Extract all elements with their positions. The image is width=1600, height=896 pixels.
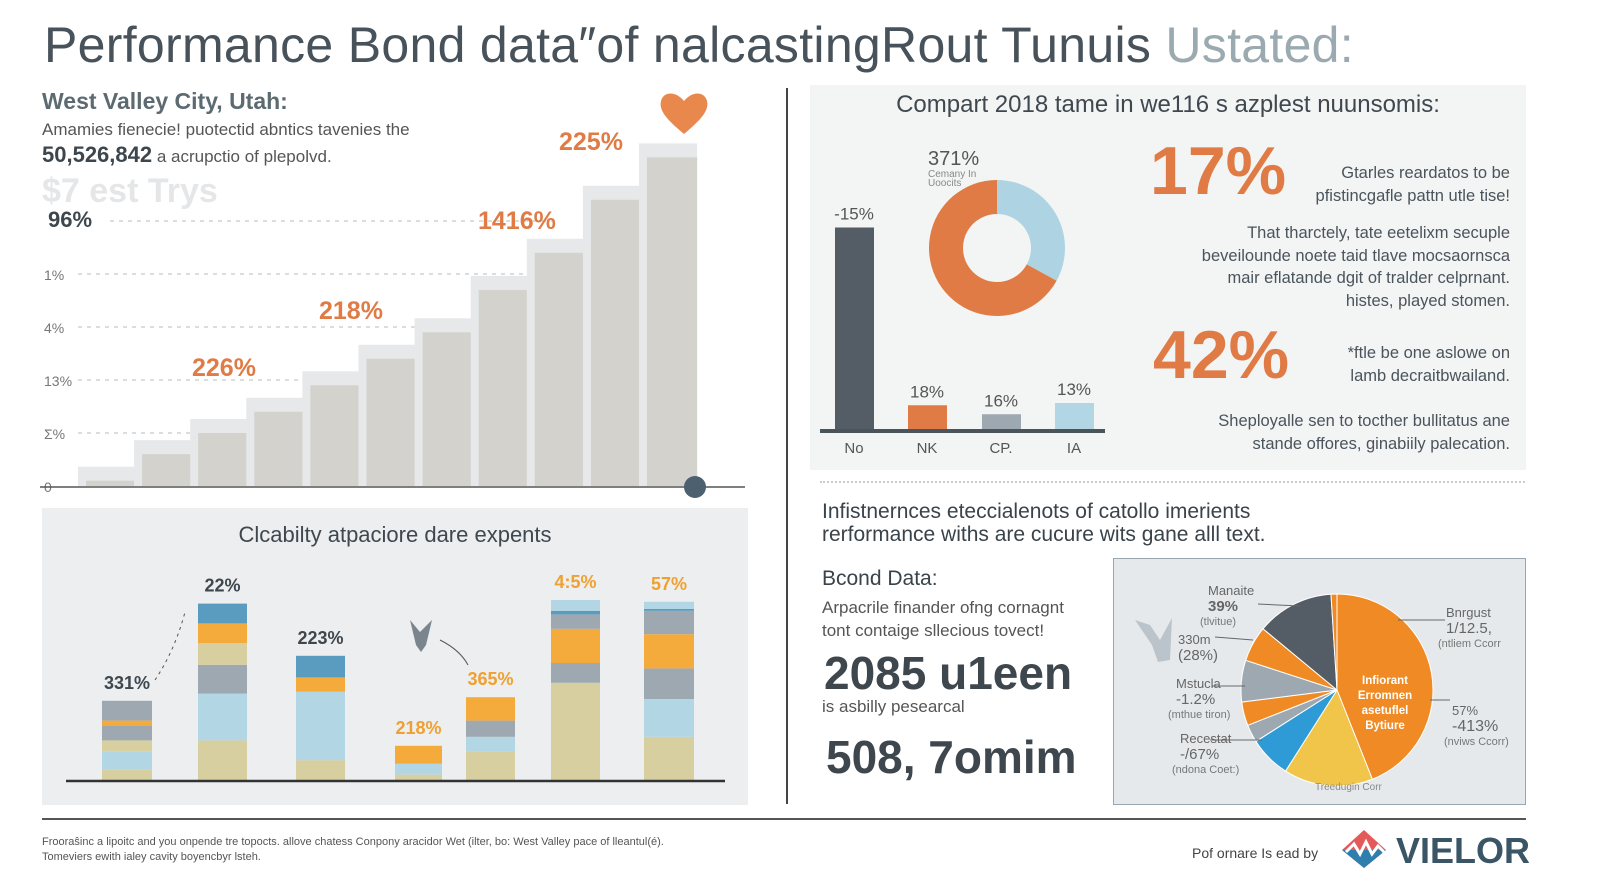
stacked-chart-title: Clcabilty atpaciore dare expents <box>238 522 552 547</box>
big-number-1-caption: is asbilly pesearcal <box>822 697 965 716</box>
pie-center-line: asetuflel <box>1361 705 1409 717</box>
callout-title: Bnrgust <box>1446 605 1491 620</box>
callout-note: (tlvitue) <box>1200 616 1237 628</box>
step-bar <box>422 332 473 486</box>
donut-label: 371% <box>928 148 980 170</box>
step-desc-2: 50,526,842 a acrupctio of plepolvd. <box>42 142 332 167</box>
page-title: Performance Bond data″of nalcastingRout … <box>44 17 1354 73</box>
stat-description: Sheployalle sen to tocther bullitatus an… <box>1218 410 1510 455</box>
y-tick-label: 4% <box>44 320 64 336</box>
footer-text: Frooraŝinc a lipoitc and you onpende tre… <box>42 836 664 863</box>
big-number-2: 508, 7omim <box>826 731 1077 783</box>
y-tick-label: 13% <box>44 373 72 389</box>
step-bar <box>366 358 417 486</box>
brand-logo-icon <box>1340 828 1388 870</box>
step-bar <box>86 480 137 486</box>
y-tick-label: 96% <box>48 207 92 232</box>
stat-description: *ftle be one aslowe on lamb decraitbwaila… <box>1348 342 1510 387</box>
stacked-chart-panel: Clcabilty atpaciore dare expents <box>42 508 748 805</box>
bond-desc: Arpacrile finander ofng cornagnt tont con… <box>822 598 1064 640</box>
stat-value: 17% <box>1150 133 1287 209</box>
callout-note: (ntliem Ccorr <box>1438 638 1501 650</box>
step-chart: 0Σ%13%4%1%96%226%218%1416%225% <box>40 128 745 498</box>
axis-end-marker <box>684 476 706 498</box>
heart-icon <box>655 86 713 142</box>
stat-line: pfistincgafle pattn utle tise! <box>1315 186 1510 205</box>
callout-title: Recestat <box>1180 731 1232 746</box>
vertical-divider <box>786 88 788 804</box>
callout-title: Manaite <box>1208 583 1255 598</box>
stat-line: That tharctely, tate eetelixm secuple <box>1247 224 1510 242</box>
step-bar <box>590 199 641 487</box>
step-chart-panel: 0 Σ% 13% 4% 1% 96% 226% 218% 1416% 225% West Vall… <box>0 0 780 500</box>
stat-line: stande offores, ginabiily palecation. <box>1252 434 1510 453</box>
step-bar <box>534 252 585 486</box>
callout-value: 39% <box>1208 598 1239 615</box>
stat-line: *ftle be one aslowe on <box>1347 344 1510 362</box>
callout-title: 330m <box>1178 632 1211 647</box>
stat-line: lamb decraitbwailand. <box>1350 366 1510 385</box>
step-heading: West Valley City, Utah: <box>42 88 288 114</box>
pie-center-label: Infiorant Erromnen asetuflel Bytiure <box>1350 674 1420 734</box>
callout-value: -1.2% <box>1176 691 1216 708</box>
y-tick-label: Σ% <box>44 426 65 442</box>
step-annotation: 225% <box>559 128 623 156</box>
callout-title: Mstucla <box>1176 676 1221 691</box>
step-desc: Amamies fienecie! puotectid abntics tave… <box>42 120 410 139</box>
comparison-title: Compart 2018 tame in we116 s azplest nuu… <box>896 91 1440 118</box>
dotted-separator <box>820 481 1525 483</box>
pie-center-line: Bytiure <box>1365 720 1405 732</box>
callout-value: -413% <box>1452 718 1499 735</box>
title-suffix: Ustated: <box>1165 17 1354 73</box>
step-bar <box>310 385 361 486</box>
pie-bottom-label: Treedugin Corr <box>1315 782 1382 793</box>
y-tick-label: 1% <box>44 267 64 283</box>
callout-value: -/67% <box>1180 746 1220 763</box>
stat-line: mair eflatande dgit of tralder celprnant… <box>1227 269 1511 287</box>
stat-value: 42% <box>1153 317 1290 393</box>
step-annotation: 218% <box>319 297 383 325</box>
callout-note: (mthue tiron) <box>1168 709 1231 721</box>
big-number-1: 2085 u1een <box>824 647 1073 699</box>
step-annotation: 1416% <box>478 207 556 235</box>
step-bar <box>254 411 305 486</box>
stat-line: histes, played stomen. <box>1345 291 1510 310</box>
pie-center-line: Infiorant <box>1362 675 1408 687</box>
watermark: $7 est Trys <box>42 172 218 210</box>
stat-description: That tharctely, tate eetelixm secuple bev… <box>1202 222 1510 312</box>
stat-description: Gtarles reardatos to be pfistincgafle pat… <box>1316 162 1510 207</box>
bond-label: Bcond Data: <box>822 567 938 590</box>
footer-rule <box>42 818 1526 820</box>
credit-text: Pof ornare Is ead by <box>1192 845 1319 861</box>
pie-center-line: Erromnen <box>1357 690 1413 702</box>
donut-sublabel: Cemany In Uoocits <box>928 169 977 189</box>
step-bar <box>142 454 193 486</box>
step-bar <box>198 433 249 486</box>
step-annotation: 226% <box>192 354 256 382</box>
summary-heading: Infistnernces eteccialenots of catollo i… <box>822 500 1266 546</box>
step-bar <box>647 157 698 486</box>
population-number: 50,526,842 <box>42 142 153 167</box>
callout-value: 1/12.5, <box>1446 620 1492 637</box>
callout-value: (28%) <box>1178 647 1219 664</box>
brand-name: VIELOR <box>1396 830 1531 871</box>
callout-title: 57% <box>1452 703 1479 718</box>
stat-line: Sheployalle sen to tocther bullitatus an… <box>1218 412 1510 430</box>
stat-line: beveilounde noete taid tlave mocsaornsca <box>1201 246 1510 265</box>
callout-note: (nviws Ccorr) <box>1444 736 1509 748</box>
step-bar <box>478 289 529 486</box>
stat-line: Gtarles reardatos to be <box>1341 164 1510 182</box>
callout-note: (ndona Coet:) <box>1172 764 1240 776</box>
